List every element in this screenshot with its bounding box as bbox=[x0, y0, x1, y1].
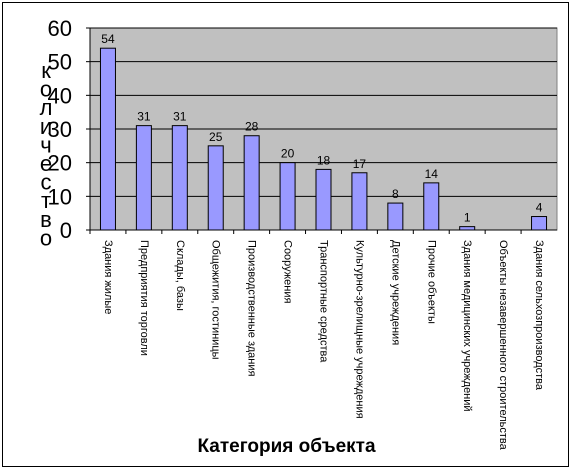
x-tick-label: Культурно-зрелищные учреждения bbox=[353, 240, 365, 419]
x-tick-label: Здания сельхозпроизводства bbox=[533, 240, 545, 391]
bar bbox=[387, 202, 404, 231]
y-axis-title-letter: в bbox=[40, 207, 52, 232]
data-label: 8 bbox=[392, 187, 399, 201]
x-tick-label: Общежития, гостиницы bbox=[210, 240, 222, 360]
data-label: 14 bbox=[425, 167, 439, 181]
data-label: 18 bbox=[317, 153, 331, 167]
x-tick-label: Прочие объекты bbox=[425, 240, 437, 324]
y-axis-title-letter: к bbox=[41, 58, 51, 83]
y-axis-title-letter: ч bbox=[40, 132, 51, 157]
x-tick-label: Здания жилые bbox=[102, 240, 114, 314]
bar bbox=[207, 145, 224, 231]
x-tick-label: Объекты незавершенного строительства bbox=[497, 240, 509, 451]
y-tick-label: 40 bbox=[48, 83, 72, 108]
y-axis-title-letter: о bbox=[40, 225, 52, 250]
bar bbox=[279, 162, 296, 231]
y-tick-label: 10 bbox=[48, 184, 72, 209]
y-tick-label: 20 bbox=[48, 151, 72, 176]
bar bbox=[423, 182, 440, 231]
y-tick-label: 30 bbox=[48, 117, 72, 142]
data-label: 28 bbox=[245, 120, 259, 134]
bar bbox=[351, 172, 368, 231]
bar bbox=[243, 135, 260, 231]
bar bbox=[531, 216, 548, 231]
x-tick-label: Здания медицинских учреждений bbox=[461, 240, 473, 412]
x-tick-label: Склады, базы bbox=[174, 240, 186, 311]
y-axis-title-letter: т bbox=[41, 188, 51, 213]
bar bbox=[459, 226, 476, 231]
y-axis-title-letter: е bbox=[40, 151, 52, 176]
bar bbox=[315, 168, 332, 231]
y-tick-label: 50 bbox=[48, 50, 72, 75]
data-label: 4 bbox=[536, 201, 543, 215]
x-axis-title: Категория объекта bbox=[197, 436, 376, 457]
y-tick-label: 0 bbox=[60, 218, 72, 243]
x-tick-label: Транспортные средства bbox=[318, 240, 330, 363]
data-label: 17 bbox=[353, 157, 367, 171]
bar bbox=[171, 125, 188, 231]
bar bbox=[99, 47, 116, 231]
data-label: 31 bbox=[173, 110, 187, 124]
data-label: 20 bbox=[281, 147, 295, 161]
x-tick-label: Сооружения bbox=[282, 240, 294, 303]
y-axis-title-letter: о bbox=[40, 77, 52, 102]
data-label: 31 bbox=[137, 110, 151, 124]
y-tick-label: 60 bbox=[48, 16, 72, 41]
x-tick-label: Производственные здания bbox=[246, 240, 258, 377]
y-axis-title-letter: л bbox=[40, 95, 53, 120]
data-label: 54 bbox=[101, 32, 115, 46]
x-tick-label: Детские учреждения bbox=[389, 240, 401, 345]
y-axis-title-letter: и bbox=[40, 114, 52, 139]
data-label: 1 bbox=[464, 211, 471, 225]
data-label: 25 bbox=[209, 130, 223, 144]
bar bbox=[135, 125, 152, 231]
y-axis-title-letter: с bbox=[41, 170, 52, 195]
x-tick-label: Предприятия торговли bbox=[138, 240, 150, 356]
